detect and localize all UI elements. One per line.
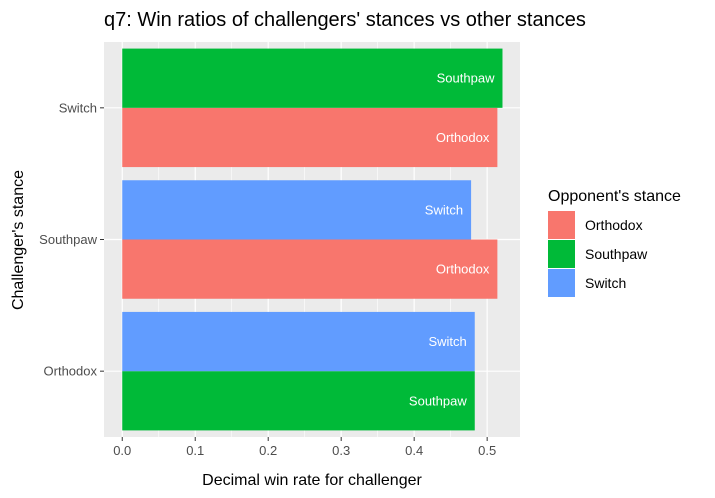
y-tick-label: Orthodox [44,364,98,379]
legend-key-southpaw [548,240,575,268]
x-axis-title: Decimal win rate for challenger [202,472,422,489]
y-axis-title: Challenger's stance [10,170,27,310]
legend-key-switch [548,269,575,297]
bar-label: Orthodox [436,130,490,145]
legend-label: Southpaw [585,246,648,262]
legend: Opponent's stance Orthodox Southpaw Switch [548,188,681,297]
legend-label: Switch [585,275,626,291]
x-tick-label: 0.0 [113,443,131,458]
bar-orthodox-vs-southpaw [122,371,475,431]
legend-key-orthodox [548,211,575,239]
axes: 0.0 0.1 0.2 0.3 0.4 0.5 Orthodox Southpaw Switch [39,100,496,458]
bar-switch-vs-orthodox [122,107,498,168]
x-tick-label: 0.5 [478,443,496,458]
x-tick-label: 0.1 [186,443,204,458]
legend-title: Opponent's stance [548,188,681,205]
bar-southpaw-vs-orthodox [122,239,498,299]
bar-label: Orthodox [436,262,490,277]
x-tick-label: 0.3 [332,443,350,458]
bar-label: Southpaw [409,393,467,408]
x-tick-label: 0.4 [405,443,423,458]
x-tick-label: 0.2 [259,443,277,458]
y-tick-label: Southpaw [39,232,97,247]
bar-label: Switch [425,202,463,217]
bars: Southpaw Switch Orthodox Switch Orthodox Sout… [122,48,503,431]
bar-label: Switch [428,334,466,349]
legend-label: Orthodox [585,217,643,233]
y-tick-label: Switch [59,100,97,115]
bar-label: Southpaw [437,71,495,86]
bar-switch-vs-southpaw [122,48,503,108]
bar-orthodox-vs-switch [122,311,475,372]
bar-southpaw-vs-switch [122,180,472,240]
chart-title: q7: Win ratios of challengers' stances v… [104,9,586,31]
